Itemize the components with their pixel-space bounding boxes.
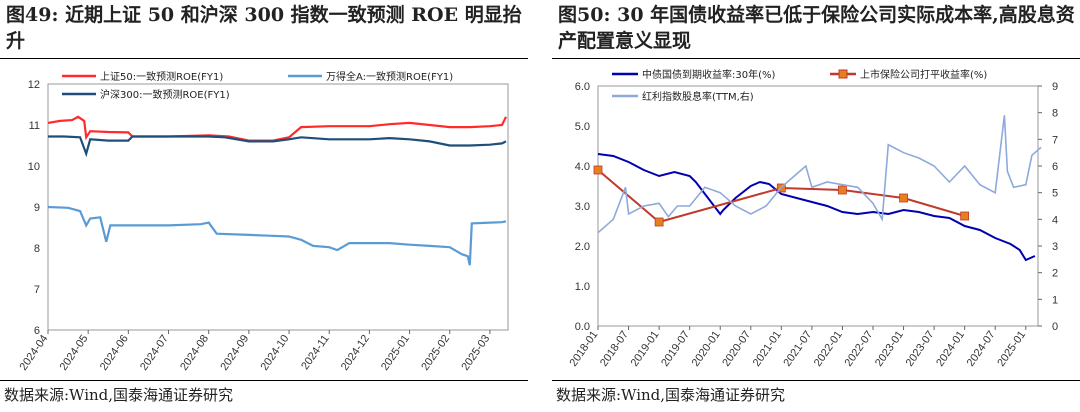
left-x-tick-label: 2024-10 (259, 333, 292, 373)
right-y-right-tick-label: 2 (1052, 268, 1058, 280)
left-y-tick-label: 11 (29, 120, 40, 132)
right-x-tick-label: 2020-01 (690, 329, 723, 369)
left-y-tick-label: 12 (28, 79, 40, 91)
left-panel: 图49: 近期上证 50 和沪深 300 指数一致预测 ROE 明显抬升 6 7 8… (0, 0, 528, 412)
right-figure-number: 图50: (558, 4, 611, 26)
right-x-tick-label: 2023-07 (904, 329, 937, 369)
right-y-left-tick-label: 1.0 (575, 281, 590, 293)
right-legend-label: 中债国债到期收益率:30年(%) (642, 68, 775, 81)
left-y-tick-label: 10 (28, 161, 40, 173)
right-y-right-tick-label: 4 (1052, 214, 1058, 226)
right-series-marker (838, 185, 847, 195)
right-series-marker (593, 165, 603, 175)
right-legend-label: 红利指数股息率(TTM,右) (642, 90, 754, 103)
left-legend-label: 万得全A:一致预测ROE(FY1) (326, 70, 453, 83)
left-x-tick-label: 2024-05 (58, 333, 91, 373)
left-legend-label: 沪深300:一致预测ROE(FY1) (100, 88, 230, 101)
left-x-tick-label: 2024-12 (339, 333, 372, 373)
right-x-tick-label: 2018-01 (567, 329, 600, 369)
right-y-left-tick-label: 3.0 (575, 201, 590, 213)
right-series-marker (654, 217, 664, 227)
right-x-tick-label: 2021-01 (751, 329, 784, 369)
left-x-tick-label: 2025-02 (419, 333, 452, 373)
left-x-tick-label: 2024-11 (299, 333, 332, 372)
right-y-right-tick-label: 7 (1052, 134, 1058, 146)
right-x-tick-label: 2024-07 (965, 329, 998, 369)
right-y-right-tick-label: 0 (1052, 321, 1058, 333)
left-chart-title: 图49: 近期上证 50 和沪深 300 指数一致预测 ROE 明显抬升 (6, 2, 526, 54)
left-y-tick-label: 7 (34, 284, 40, 296)
left-series-line (48, 135, 507, 158)
right-x-tick-label: 2018-07 (598, 329, 631, 369)
right-x-tick-label: 2019-07 (659, 329, 692, 369)
left-title-divider (0, 58, 528, 59)
right-chart: 0.01.02.03.04.05.06.001234567892018-0120… (567, 68, 1058, 369)
right-panel: 图50: 30 年国债收益率已低于保险公司实际成本率,高股息资产配置意义显现 0… (552, 0, 1080, 412)
left-x-tick-label: 2025-01 (379, 333, 412, 373)
right-y-left-tick-label: 2.0 (575, 241, 590, 253)
right-x-tick-label: 2021-07 (781, 329, 814, 369)
right-x-tick-label: 2019-01 (629, 329, 662, 369)
right-plot-frame (597, 85, 1039, 327)
left-y-tick-label: 6 (34, 325, 40, 337)
left-x-tick-label: 2024-09 (218, 333, 251, 373)
right-chart-title: 图50: 30 年国债收益率已低于保险公司实际成本率,高股息资产配置意义显现 (558, 2, 1078, 54)
left-legend-label: 上证50:一致预测ROE(FY1) (100, 70, 223, 83)
left-series-line (47, 205, 507, 266)
right-legend-label: 上市保险公司打平收益率(%) (860, 68, 987, 81)
left-plot-frame (47, 83, 509, 331)
left-figure-title: 近期上证 50 和沪深 300 指数一致预测 ROE 明显抬升 (6, 4, 522, 52)
right-series-line (597, 153, 1036, 262)
right-y-right-tick-label: 8 (1052, 108, 1058, 120)
right-x-tick-label: 2023-01 (873, 329, 906, 369)
right-y-right-tick-label: 6 (1052, 161, 1058, 173)
right-legend-marker (838, 69, 848, 79)
right-x-tick-label: 2020-07 (720, 329, 753, 369)
left-x-tick-label: 2025-03 (459, 333, 492, 373)
right-y-left-tick-label: 0.0 (575, 321, 590, 333)
right-figure-title: 30 年国债收益率已低于保险公司实际成本率,高股息资产配置意义显现 (558, 4, 1075, 52)
right-x-tick-label: 2025-01 (995, 329, 1028, 369)
right-y-right-tick-label: 9 (1052, 81, 1058, 93)
left-y-tick-label: 8 (34, 243, 40, 255)
left-x-tick-label: 2024-04 (17, 333, 50, 373)
right-source-divider (552, 380, 1080, 381)
right-source: 数据来源:Wind,国泰海通证券研究 (556, 386, 786, 404)
right-title-divider (552, 58, 1080, 59)
right-series-line (597, 169, 965, 224)
right-series-marker (899, 193, 908, 203)
right-y-right-tick-label: 5 (1052, 188, 1058, 200)
left-y-tick-label: 9 (34, 202, 40, 214)
left-x-tick-label: 2024-06 (98, 333, 131, 373)
right-y-left-tick-label: 4.0 (575, 161, 590, 173)
left-series-line (47, 115, 507, 142)
right-y-left-tick-label: 5.0 (575, 121, 590, 133)
right-y-left-tick-label: 6.0 (575, 81, 590, 93)
right-y-right-tick-label: 1 (1052, 294, 1058, 306)
right-x-tick-label: 2022-07 (842, 329, 875, 369)
left-x-tick-label: 2024-08 (178, 333, 211, 373)
left-x-tick-label: 2024-07 (138, 333, 171, 373)
right-x-tick-label: 2022-01 (812, 329, 845, 369)
right-x-tick-label: 2024-01 (934, 329, 967, 369)
right-series-line (597, 115, 1042, 234)
left-source-divider (0, 380, 528, 381)
right-y-right-tick-label: 3 (1052, 241, 1058, 253)
left-figure-number: 图49: (6, 4, 59, 26)
right-series-marker (960, 211, 970, 221)
left-source: 数据来源:Wind,国泰海通证券研究 (4, 386, 234, 404)
